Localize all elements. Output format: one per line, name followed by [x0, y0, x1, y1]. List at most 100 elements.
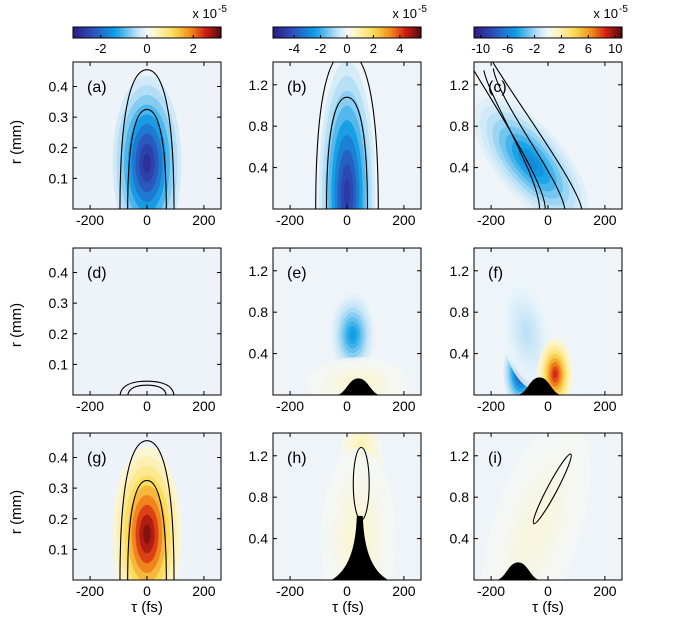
colorbar-swatch: [213, 27, 217, 38]
colorbar-swatch: [322, 27, 326, 38]
x-axis-label-col1: τ (fs): [131, 599, 163, 616]
colorbar-swatch: [408, 27, 412, 38]
colorbar-swatch: [329, 27, 333, 38]
field-blob: [318, 62, 376, 209]
panel-plot-area: [320, 433, 396, 580]
panel-plot-area: [112, 69, 182, 209]
contour-line: [127, 108, 167, 209]
colorbar-swatch: [592, 27, 596, 38]
colorbar-swatch: [562, 27, 566, 38]
contour-line: [352, 446, 370, 521]
x-tick-label: 200: [192, 398, 216, 414]
colorbar-swatch: [508, 27, 512, 38]
colorbar-swatch: [374, 27, 378, 38]
x-tick-label: -200: [477, 212, 505, 228]
colorbar-tick-label: 6: [585, 41, 592, 56]
colorbar-swatch: [411, 27, 415, 38]
colorbar-swatch: [557, 27, 561, 38]
contour-line: [474, 62, 583, 209]
field-blob: [330, 293, 375, 376]
x-tick-label: -200: [76, 212, 104, 228]
colorbar-tick-label: 2: [558, 41, 565, 56]
colorbar-swatch: [612, 27, 616, 38]
panel-a: -200 0 200 0.1 0.2 0.3 0.4 (a): [49, 61, 222, 228]
y-tick-label: 0.4: [49, 79, 69, 95]
y-tick-label: 0.4: [49, 450, 69, 466]
colorbar-swatch: [550, 27, 554, 38]
panel-plot-area: [482, 433, 591, 580]
x-tick-label: 0: [544, 212, 552, 228]
colorbar-swatch: [73, 27, 77, 38]
colorbar-swatch: [538, 27, 542, 38]
colorbar-tick-label: 2: [190, 41, 197, 56]
colorbar-swatch: [543, 27, 547, 38]
y-tick-label: 1.2: [249, 77, 269, 93]
black-region: [495, 562, 541, 580]
x-tick-label: 0: [343, 583, 351, 599]
field-level: [530, 516, 543, 541]
colorbar-swatch: [413, 27, 417, 38]
colorbar-swatch: [493, 27, 497, 38]
colorbar-swatch: [403, 27, 407, 38]
colorbar-swatch: [134, 27, 138, 38]
colorbar-swatch: [498, 27, 502, 38]
colorbar-swatch: [149, 27, 153, 38]
y-tick-label: 0.1: [49, 541, 69, 557]
colorbar-swatch: [314, 27, 318, 38]
colorbar-swatch: [535, 27, 539, 38]
panel-plot-area: [308, 293, 409, 395]
x-tick-label: -200: [76, 583, 104, 599]
colorbar-swatch: [607, 27, 611, 38]
colorbar-swatch: [572, 27, 576, 38]
colorbar-swatch: [302, 27, 306, 38]
colorbar-swatch: [530, 27, 534, 38]
x-tick-label: -200: [477, 398, 505, 414]
colorbar-swatch: [513, 27, 517, 38]
y-tick-label: 0.4: [49, 265, 69, 281]
colorbar-swatch: [351, 27, 355, 38]
colorbar-swatch: [188, 27, 192, 38]
colorbar-swatch: [585, 27, 589, 38]
colorbar-swatch: [359, 27, 363, 38]
y-tick-label: 0.4: [450, 531, 470, 547]
panel-label: (b): [287, 79, 307, 96]
y-tick-label: 0.2: [49, 326, 69, 342]
colorbar-swatch: [144, 27, 148, 38]
colorbar-swatch: [386, 27, 390, 38]
colorbar-swatch: [354, 27, 358, 38]
field-level: [343, 178, 351, 209]
colorbar-swatch: [159, 27, 163, 38]
field-level: [350, 330, 356, 340]
colorbar-swatch: [124, 27, 128, 38]
colorbar-swatch: [609, 27, 613, 38]
colorbar-exponent: -5: [418, 4, 427, 15]
colorbar-swatch: [478, 27, 482, 38]
x-tick-label: 0: [544, 398, 552, 414]
y-tick-label: 0.2: [49, 140, 69, 156]
colorbar-swatch: [203, 27, 207, 38]
field-level: [524, 155, 538, 170]
colorbar-swatch: [555, 27, 559, 38]
colorbar-swatch: [580, 27, 584, 38]
colorbar-swatch: [366, 27, 370, 38]
colorbar-swatch: [317, 27, 321, 38]
y-tick-label: 0.3: [49, 295, 69, 311]
contour-line: [119, 380, 175, 395]
x-tick-label: 0: [143, 583, 151, 599]
colorbar-swatch: [161, 27, 165, 38]
colorbar-tick-label: 10: [608, 41, 622, 56]
panel-background: [73, 248, 221, 395]
colorbar-swatch: [117, 27, 121, 38]
heatmap-panels: -200 0 200 0.1 0.2 0.3 0.4 (a) -200 0 200 0.4 0.8 1.2…: [49, 61, 623, 599]
colorbar-tick-label: -2: [315, 41, 327, 56]
panel-label: (e): [287, 265, 307, 282]
colorbar-swatch: [176, 27, 180, 38]
y-tick-label: 0.8: [249, 118, 269, 134]
colorbar-swatch: [156, 27, 160, 38]
colorbar-swatch: [548, 27, 552, 38]
colorbar-swatch: [416, 27, 420, 38]
colorbar-swatch: [617, 27, 621, 38]
contour-line: [483, 68, 566, 209]
y-axis-label-row1: r (mm): [8, 120, 25, 164]
colorbar-swatch: [604, 27, 608, 38]
